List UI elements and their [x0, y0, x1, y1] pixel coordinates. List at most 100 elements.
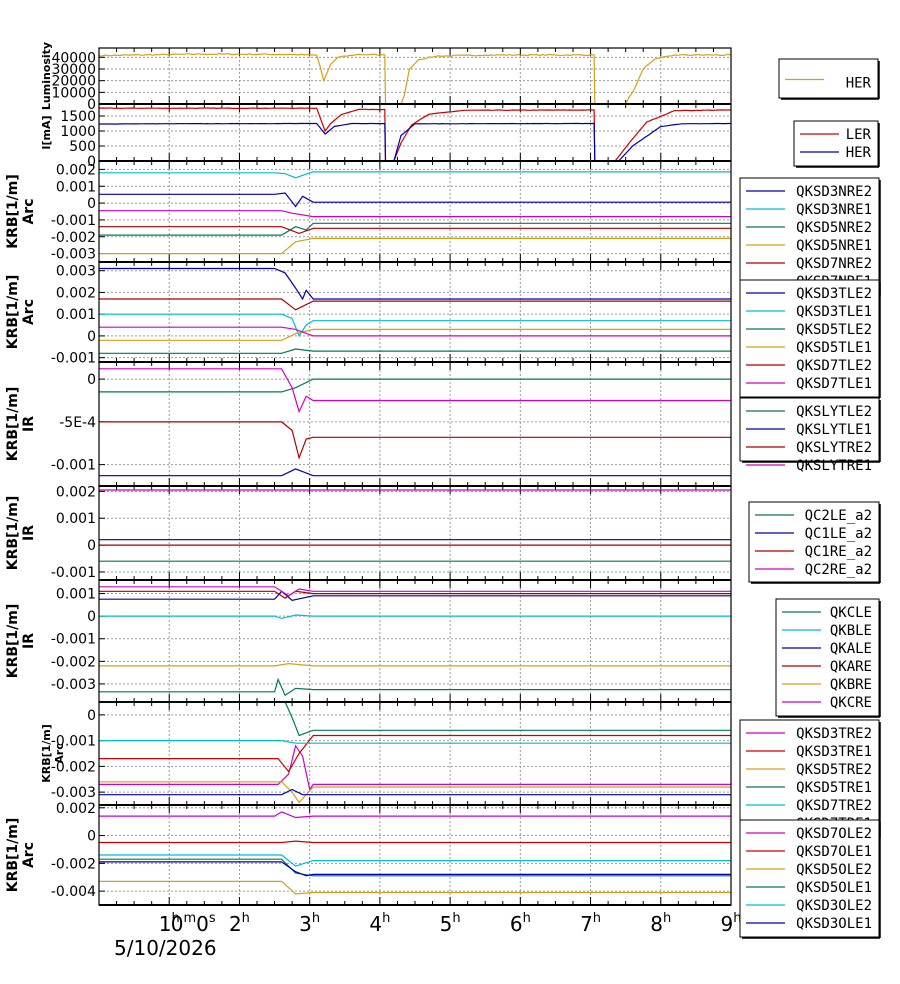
series-line-LER — [98, 107, 731, 162]
legend-1: HER — [778, 58, 880, 100]
panel-frame — [98, 361, 732, 487]
y-tick-label: 10000 — [51, 85, 96, 101]
legend-label: QKSD5TLE1 — [796, 340, 872, 356]
series-line-QKARE — [99, 590, 731, 599]
series-line-HER — [98, 122, 731, 162]
legend-label: QKSD3TLE2 — [796, 286, 872, 302]
legend-label: LER — [846, 127, 872, 143]
legend-4: QKSD3TLE2 QKSD3TLE1 QKSD5TLE2 QKSD5TLE1 QKSD… — [739, 279, 881, 399]
y-tick-label: 0.002 — [56, 801, 96, 817]
y-axis-label: KRB[1/m] — [5, 275, 21, 350]
series-line-QKCLE — [99, 677, 731, 697]
y-tick-label: 1500 — [60, 109, 96, 125]
y-tick-label: 20000 — [51, 74, 96, 90]
series-line-QKCRE — [99, 586, 731, 597]
legend-label: QKSD5OLE2 — [796, 862, 872, 878]
legend-box — [778, 58, 879, 99]
series-line-QKSD7NRE1 — [99, 210, 731, 218]
y-tick-label: -0.001 — [51, 351, 96, 367]
legend-3: QKSD3NRE2 QKSD3NRE1 QKSD5NRE2 QKSD5NRE1 QKSD… — [739, 177, 881, 297]
y-tick-label: -0.001 — [51, 734, 96, 750]
legend-label: QKBRE — [830, 677, 872, 693]
y-tick-label: 0.002 — [56, 285, 96, 301]
y-axis-label: I[mA] — [40, 115, 53, 149]
legend-label: QC1LE_a2 — [805, 526, 872, 542]
y-tick-label: 0.001 — [56, 179, 96, 195]
y-tick-label: -0.002 — [51, 759, 96, 775]
series-line-QKSD5NRE1 — [99, 237, 731, 255]
legend-label: QC2RE_a2 — [805, 562, 872, 578]
legend-label: QC2LE_a2 — [805, 508, 872, 524]
legend-label: QKSD5TRE2 — [796, 762, 872, 778]
y-tick-label: 0 — [87, 708, 96, 724]
y-tick-label: -0.003 — [51, 247, 96, 263]
legend-label: QKSD5TLE2 — [796, 322, 872, 338]
series-line-QKSD3TLE2 — [99, 267, 731, 301]
legend-box — [739, 279, 880, 398]
y-tick-label: 0.001 — [56, 307, 96, 323]
series-line-QKSD5TRE1 — [99, 701, 731, 737]
legend-label: QKSLYTRE2 — [796, 440, 872, 456]
y-tick-label: 40000 — [51, 50, 96, 66]
y-tick-label: -0.003 — [51, 785, 96, 801]
legend-label: QKCLE — [830, 605, 872, 621]
panel-frame — [98, 160, 732, 263]
series-line-QKBRE — [99, 662, 731, 667]
y-axis-label-2: IR — [21, 525, 37, 541]
panel-5: 0 -5E-4 -0.001 KRB[1/m] IR QKSLYTLE2 QKSLYTLE1… — [5, 361, 881, 487]
y-tick-label: 0.002 — [56, 484, 96, 500]
y-tick-label: -0.003 — [51, 677, 96, 693]
series-line-QKSD3TRE1 — [99, 734, 731, 773]
y-axis-label: KRB[1/m] — [5, 387, 21, 462]
y-tick-label: 0 — [87, 538, 96, 554]
legend-label: QKSD3TRE2 — [796, 726, 872, 742]
panel-4: 0.003 0.002 0.001 0 -0.001 KRB[1/m] Arc QKSD3TL… — [5, 261, 881, 399]
y-axis-label: KRB[1/m] — [5, 174, 21, 249]
series-line-QKSD5OLE2 — [99, 880, 731, 895]
y-tick-label: -0.002 — [51, 654, 96, 670]
y-axis-label-2: IR — [21, 633, 37, 649]
x-tick-label: 7h — [580, 911, 601, 936]
y-tick-label: 1000 — [60, 124, 96, 140]
legend-5: QKSLYTLE2 QKSLYTLE1 QKSLYTRE2 QKSLYTRE1 — [739, 397, 881, 474]
x-tick-label: 5h — [440, 911, 461, 936]
legend-box — [739, 719, 880, 838]
series-line-QKSD7OLE1 — [99, 840, 731, 844]
series-line-QKSD3NRE1 — [99, 171, 731, 179]
y-tick-label: 0 — [87, 829, 96, 845]
legend-label: HER — [846, 145, 872, 161]
x-tick-label: 3h — [299, 911, 320, 936]
legend-label: QKBLE — [830, 623, 872, 639]
series-line-QKSD5TRE2 — [99, 781, 731, 804]
legend-box — [739, 819, 880, 938]
y-tick-label: 0 — [87, 154, 96, 170]
legend-label: QC1RE_a2 — [805, 544, 872, 560]
x-tick-label: 6h — [510, 911, 531, 936]
panel-frame — [98, 261, 732, 363]
x-date-label: 5/10/2026 — [114, 936, 217, 960]
y-tick-label: 0.002 — [56, 162, 96, 178]
y-tick-label: 500 — [69, 139, 96, 155]
legend-7: QKCLE QKBLE QKALE QKARE QKBRE QKCRE — [775, 598, 881, 718]
series-line-QKSD3NRE2 — [99, 192, 731, 208]
y-tick-label: 0 — [87, 196, 96, 212]
y-axis-label-2: Arc — [21, 842, 37, 868]
y-axis-label: Luminosity — [40, 42, 53, 110]
legend-label: QKARE — [830, 659, 872, 675]
series-line-QKALE — [99, 590, 731, 601]
x-tick-label: 9h — [721, 911, 742, 936]
series-line-QKSD3TRE2 — [99, 744, 731, 791]
y-axis-label-2: Arc — [21, 198, 37, 224]
panel-frame — [98, 701, 732, 806]
series-line-QKSD3OLE1 — [99, 861, 731, 877]
y-tick-label: -0.001 — [51, 213, 96, 229]
series-line-QKSD5NRE2 — [99, 222, 731, 236]
legend-label: QKSD3TLE1 — [796, 304, 872, 320]
series-line-QKSLYTLE2 — [99, 378, 731, 393]
series-line-QKSD7TLE2 — [99, 298, 731, 311]
x-origin-label: 0m0s — [171, 911, 216, 936]
y-tick-label: 0.003 — [56, 264, 96, 280]
